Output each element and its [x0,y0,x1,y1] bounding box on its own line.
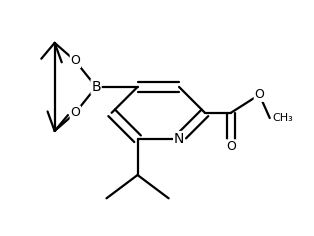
Text: O: O [70,106,80,119]
Text: B: B [91,80,101,94]
Text: O: O [254,88,264,101]
Text: O: O [70,55,80,67]
Text: O: O [226,140,236,153]
Text: N: N [174,132,184,146]
Text: CH₃: CH₃ [272,113,293,123]
